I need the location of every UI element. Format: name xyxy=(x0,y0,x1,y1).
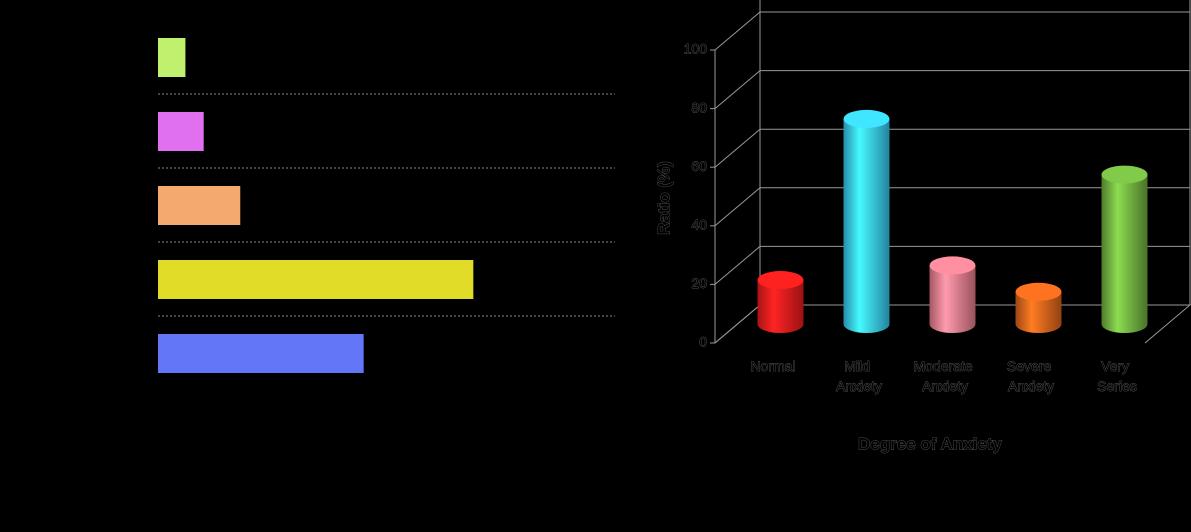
cylinder-top xyxy=(929,256,976,275)
cylinder-top xyxy=(843,109,890,128)
bar xyxy=(158,260,474,299)
y-tick-label: 60 xyxy=(691,158,707,174)
x-tick-label: Normal xyxy=(750,358,795,374)
x-tick-label: Severe Anxiety xyxy=(1007,358,1055,394)
x-tick-label: Mild Anxiety xyxy=(836,358,882,394)
y-tick-label: 40 xyxy=(691,217,707,233)
y-tick-label: 80 xyxy=(691,99,707,115)
grid-line-side xyxy=(714,70,761,109)
bar xyxy=(158,334,364,373)
cylinder xyxy=(929,265,976,333)
grid-line-side xyxy=(714,304,761,344)
grid-line-side xyxy=(714,128,761,168)
x-tick-label: Very Series xyxy=(1097,358,1137,394)
x-tick-label: Moderate Anxiety xyxy=(913,358,976,394)
y-axis-label: Ratio (%) xyxy=(654,161,673,235)
bar xyxy=(158,38,186,77)
bar xyxy=(158,186,241,225)
cylinder xyxy=(843,118,890,334)
grid-line-side xyxy=(714,11,761,51)
cylinder xyxy=(757,280,804,333)
y-tick-label: 100 xyxy=(684,41,708,57)
cylinder xyxy=(1101,174,1148,333)
bar xyxy=(158,112,204,151)
x-axis-label: Degree of Anxiety xyxy=(858,434,1002,453)
grid-line-side xyxy=(714,246,761,285)
cylinder-top xyxy=(1101,165,1148,184)
cylinder-top xyxy=(757,271,804,290)
cylinder xyxy=(1015,291,1062,333)
y-tick-label: 0 xyxy=(699,334,707,350)
cylinder-top xyxy=(1015,282,1062,301)
y-tick-label: 20 xyxy=(691,275,707,291)
grid-line-side xyxy=(714,187,761,227)
